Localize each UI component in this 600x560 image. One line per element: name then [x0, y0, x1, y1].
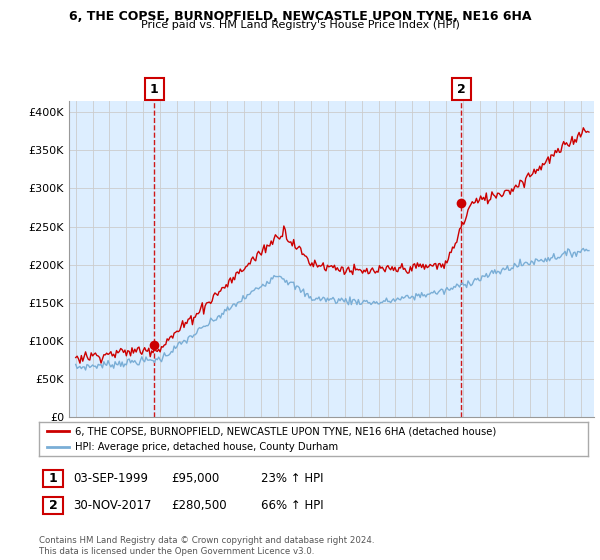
Text: 66% ↑ HPI: 66% ↑ HPI [261, 498, 323, 512]
Text: 2: 2 [457, 82, 466, 96]
Text: HPI: Average price, detached house, County Durham: HPI: Average price, detached house, Coun… [74, 442, 338, 452]
Text: 2: 2 [49, 498, 58, 512]
Text: £280,500: £280,500 [171, 498, 227, 512]
Text: 03-SEP-1999: 03-SEP-1999 [73, 472, 148, 486]
Text: 1: 1 [150, 82, 158, 96]
Text: 1: 1 [49, 472, 58, 486]
Text: 23% ↑ HPI: 23% ↑ HPI [261, 472, 323, 486]
Text: Price paid vs. HM Land Registry's House Price Index (HPI): Price paid vs. HM Land Registry's House … [140, 20, 460, 30]
Text: 6, THE COPSE, BURNOPFIELD, NEWCASTLE UPON TYNE, NE16 6HA (detached house): 6, THE COPSE, BURNOPFIELD, NEWCASTLE UPO… [74, 426, 496, 436]
Text: 6, THE COPSE, BURNOPFIELD, NEWCASTLE UPON TYNE, NE16 6HA: 6, THE COPSE, BURNOPFIELD, NEWCASTLE UPO… [69, 10, 531, 22]
Text: £95,000: £95,000 [171, 472, 219, 486]
Text: Contains HM Land Registry data © Crown copyright and database right 2024.
This d: Contains HM Land Registry data © Crown c… [39, 536, 374, 556]
Text: 30-NOV-2017: 30-NOV-2017 [73, 498, 152, 512]
